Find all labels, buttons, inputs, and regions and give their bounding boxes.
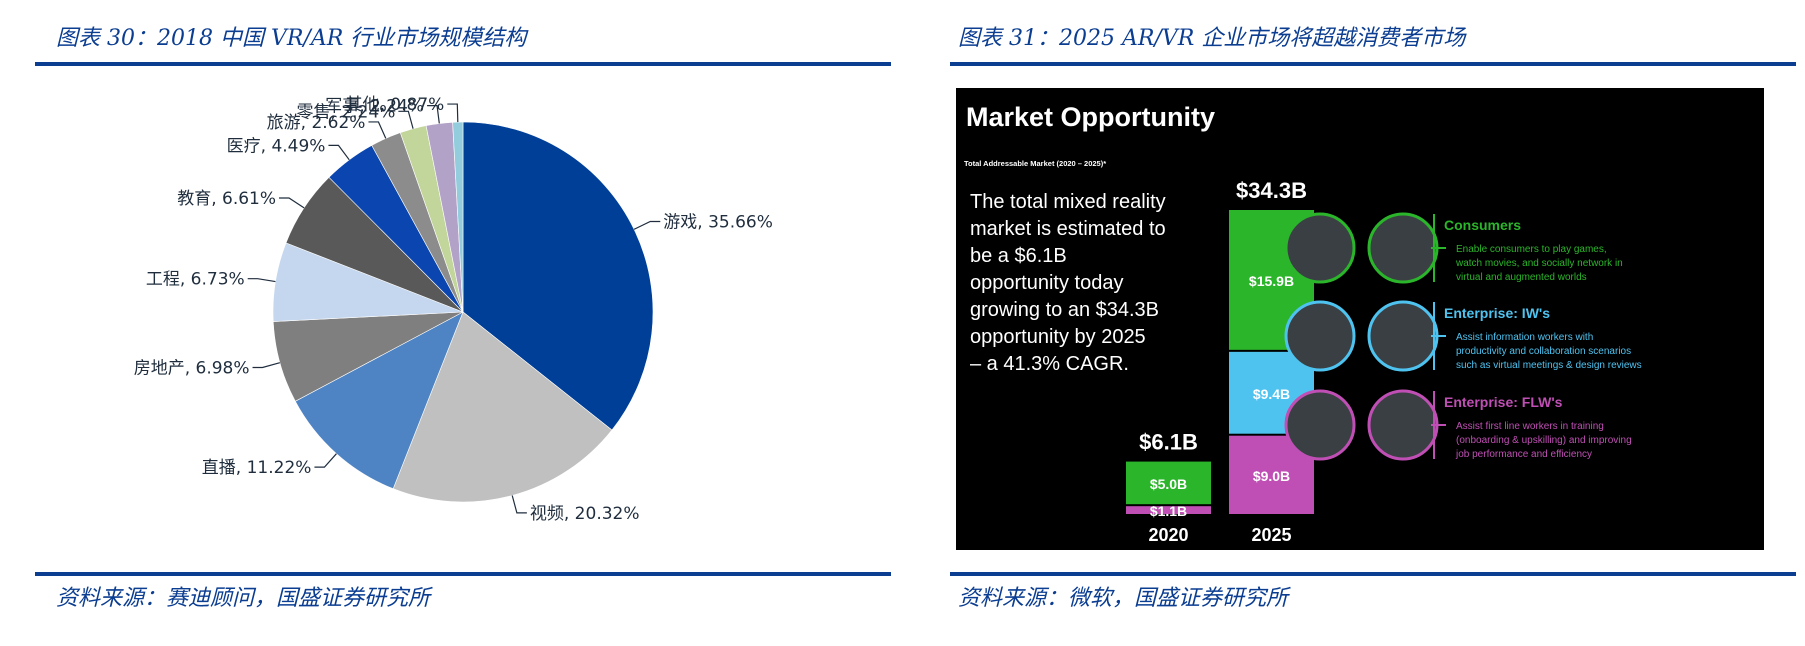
pie-slice-0	[462, 121, 654, 431]
slice-label-7: 旅游, 2.62%	[267, 113, 366, 133]
segment-name: Consumers	[1444, 217, 1521, 233]
leader-line-4	[247, 278, 276, 283]
bar-segment-2020-0	[1126, 506, 1211, 514]
leader-line-7	[368, 121, 387, 139]
bar-segment-label: $9.4B	[1253, 386, 1290, 402]
slice-label-6: 医疗, 4.49%	[227, 136, 326, 156]
leader-line-2	[314, 453, 337, 468]
source-rule	[35, 572, 891, 576]
leader-line-3	[252, 362, 281, 369]
leader-line-10	[447, 103, 459, 123]
body-text-line: – a 41.3% CAGR.	[970, 353, 1129, 375]
source-rule	[950, 572, 1796, 576]
figure-30-source: 资料来源：赛迪顾问，国盛证券研究所	[56, 586, 431, 611]
slice-label-3: 房地产, 6.98%	[134, 358, 250, 378]
slice-label-5: 教育, 6.61%	[177, 189, 276, 209]
image-heading: Market Opportunity	[966, 102, 1215, 132]
leader-line-9	[427, 105, 440, 124]
figure-31-source: 资料来源：微软，国盛证券研究所	[958, 586, 1289, 611]
leader-line-5	[279, 197, 305, 209]
leader-line-8	[398, 110, 414, 129]
leader-line-1	[511, 495, 527, 514]
market-opportunity-image: Market Opportunity Total Addressable Mar…	[956, 88, 1764, 550]
pie-slice-1	[392, 311, 613, 503]
body-text-line: be a $6.1B	[970, 245, 1067, 267]
segment-description: Enable consumers to play games,	[1456, 244, 1607, 255]
body-text-line: The total mixed reality	[970, 191, 1166, 213]
figure-30-title: 图表 30：2018 中国 VR/AR 行业市场规模结构	[56, 26, 527, 51]
bar-segment-2020-1	[1126, 461, 1211, 505]
segment-name: Enterprise: IW's	[1444, 305, 1550, 321]
bar-total-label: $6.1B	[1139, 430, 1198, 455]
segment-photo-0	[1284, 212, 1356, 284]
slice-label-9: 军事, 2.24%	[325, 97, 424, 117]
body-text-line: opportunity today	[970, 272, 1123, 294]
segment-description: job performance and efficiency	[1455, 449, 1592, 460]
segment-photo-1	[1367, 389, 1439, 461]
slice-label-4: 工程, 6.73%	[146, 270, 245, 290]
figure-31-title: 图表 31：2025 AR/VR 企业市场将超越消费者市场	[958, 26, 1466, 51]
segment-name: Enterprise: FLW's	[1444, 394, 1563, 410]
pie-slice-2	[294, 311, 464, 490]
segment-description: watch movies, and socially network in	[1455, 258, 1623, 269]
bar-segment-label: $1.1B	[1150, 503, 1187, 519]
left-figure: 图表 30：2018 中国 VR/AR 行业市场规模结构 游戏, 35.66% 视…	[0, 0, 900, 646]
leader-line-0	[633, 220, 661, 230]
segment-description: such as virtual meetings & design review…	[1456, 360, 1642, 371]
leader-line-6	[328, 144, 350, 161]
bar-year-label: 2020	[1148, 525, 1188, 545]
segment-description: (onboarding & upskilling) and improving	[1456, 435, 1632, 446]
segment-description: Assist information workers with	[1456, 332, 1593, 343]
bar-segment-label: $9.0B	[1253, 468, 1290, 484]
body-text-line: opportunity by 2025	[970, 326, 1146, 348]
bar-year-label: 2025	[1251, 525, 1291, 545]
segment-photo-1	[1367, 212, 1439, 284]
bar-segment-label: $5.0B	[1150, 476, 1187, 492]
pie-chart: 游戏, 35.66% 视频, 20.32% 直播, 11.22% 房地产, 6.98%…	[134, 95, 773, 524]
segment-description: virtual and augmented worlds	[1456, 272, 1587, 283]
segment-description: productivity and collaboration scenarios	[1456, 346, 1631, 357]
segment-photo-1	[1367, 300, 1439, 372]
image-subheading: Total Addressable Market (2020 – 2025)*	[964, 159, 1106, 168]
image-body-text: The total mixed reality market is estimat…	[970, 191, 1166, 375]
title-rule	[35, 62, 891, 66]
segment-legend: Consumers Enable consumers to play games,…	[1284, 212, 1642, 461]
segment-photo-0	[1284, 389, 1356, 461]
segment-photo-0	[1284, 300, 1356, 372]
bar-segment-label: $15.9B	[1249, 273, 1294, 289]
slice-label-1: 视频, 20.32%	[530, 504, 640, 524]
slice-label-8: 零售, 2.24%	[297, 102, 396, 122]
bar-total-label: $34.3B	[1236, 178, 1307, 203]
market-opportunity-chart: Market Opportunity Total Addressable Mar…	[964, 102, 1642, 545]
title-rule	[950, 62, 1796, 66]
body-text-line: market is estimated to	[970, 218, 1166, 240]
right-figure: 图表 31：2025 AR/VR 企业市场将超越消费者市场 Market Opp…	[950, 0, 1805, 646]
segment-description: Assist first line workers in training	[1456, 421, 1604, 432]
slice-label-0: 游戏, 35.66%	[663, 212, 773, 232]
slice-label-2: 直播, 11.22%	[202, 458, 312, 478]
slice-label-10: 其他, 0.87%	[346, 95, 445, 115]
body-text-line: growing to an $34.3B	[970, 299, 1159, 321]
